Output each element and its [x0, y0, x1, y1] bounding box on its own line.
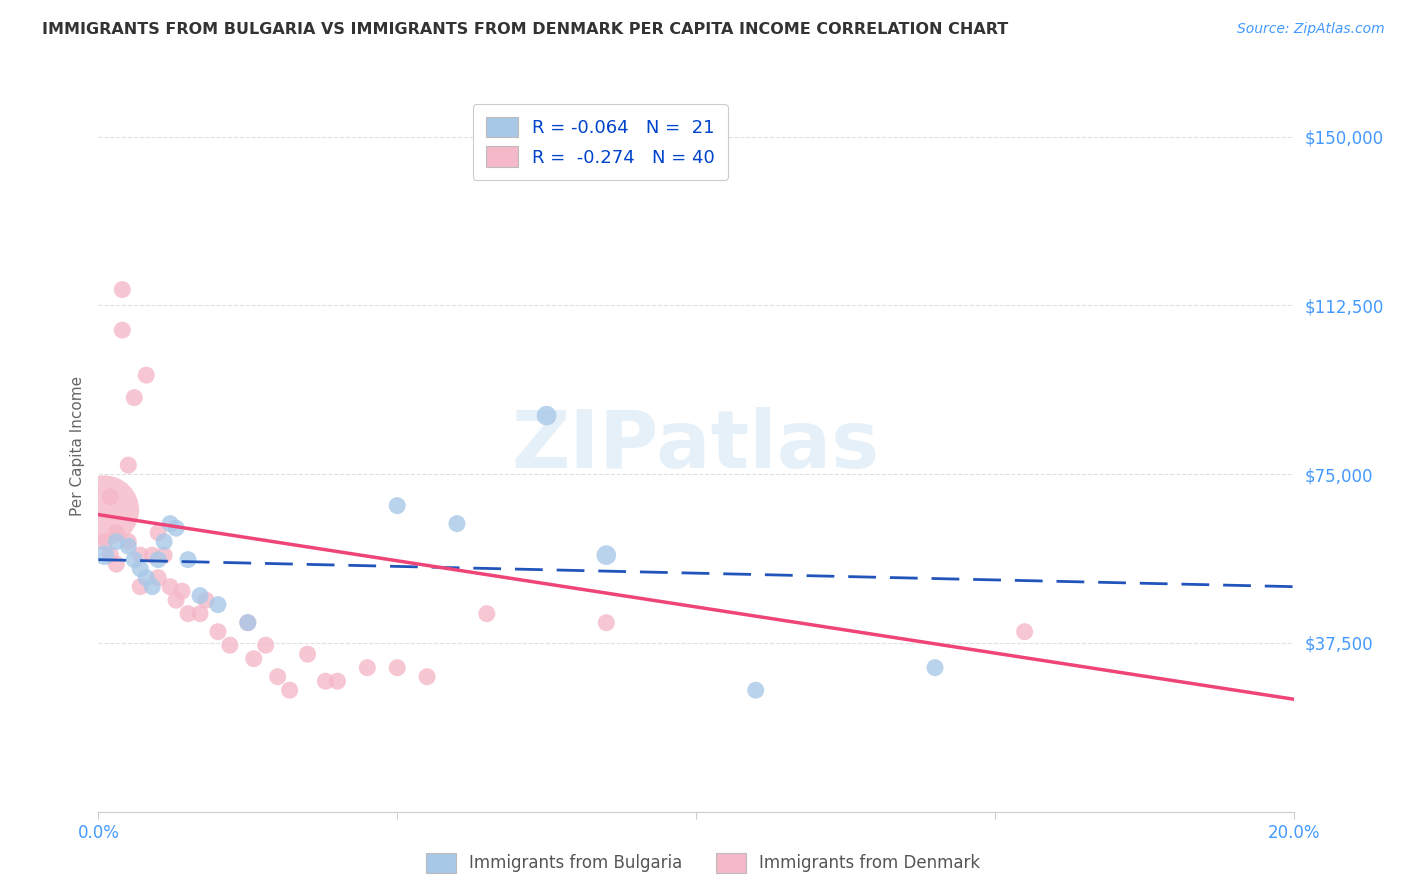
Point [924, 661, 946, 675]
Point [105, 534, 128, 549]
Point [297, 647, 319, 661]
Point [188, 607, 211, 621]
Point [141, 548, 163, 562]
Point [148, 571, 170, 585]
Point [93, 534, 115, 549]
Point [153, 548, 176, 562]
Point [135, 368, 157, 383]
Point [105, 525, 128, 540]
Text: Source: ZipAtlas.com: Source: ZipAtlas.com [1237, 22, 1385, 37]
Point [124, 552, 146, 566]
Point [236, 615, 259, 630]
Point [129, 580, 152, 594]
Point [207, 624, 229, 639]
Point [745, 683, 768, 698]
Point [98, 490, 122, 504]
Point [165, 521, 187, 535]
Point [267, 670, 290, 684]
Point [148, 552, 170, 566]
Point [159, 580, 181, 594]
Point [135, 571, 157, 585]
Point [1014, 624, 1036, 639]
Point [385, 499, 409, 513]
Legend: Immigrants from Bulgaria, Immigrants from Denmark: Immigrants from Bulgaria, Immigrants fro… [419, 847, 987, 880]
Point [111, 283, 134, 297]
Point [236, 615, 259, 630]
Point [98, 548, 122, 562]
Point [254, 638, 277, 652]
Point [356, 661, 378, 675]
Point [93, 548, 115, 562]
Point [148, 525, 170, 540]
Point [416, 670, 439, 684]
Point [188, 589, 211, 603]
Point [159, 516, 181, 531]
Point [129, 562, 152, 576]
Point [141, 580, 163, 594]
Point [326, 674, 349, 689]
Point [219, 638, 242, 652]
Legend: R = -0.064   N =  21, R =  -0.274   N = 40: R = -0.064 N = 21, R = -0.274 N = 40 [472, 104, 728, 180]
Y-axis label: Per Capita Income: Per Capita Income [69, 376, 84, 516]
Point [93, 503, 115, 517]
Point [153, 534, 176, 549]
Point [475, 607, 498, 621]
Point [124, 391, 146, 405]
Point [315, 674, 337, 689]
Point [117, 458, 139, 472]
Point [536, 409, 558, 423]
Point [129, 548, 152, 562]
Point [385, 661, 409, 675]
Point [117, 539, 139, 553]
Point [165, 593, 187, 607]
Text: ZIPatlas: ZIPatlas [512, 407, 880, 485]
Point [446, 516, 468, 531]
Point [195, 593, 218, 607]
Point [595, 615, 617, 630]
Point [278, 683, 301, 698]
Point [117, 534, 139, 549]
Point [177, 552, 200, 566]
Point [177, 607, 200, 621]
Point [595, 548, 617, 562]
Text: IMMIGRANTS FROM BULGARIA VS IMMIGRANTS FROM DENMARK PER CAPITA INCOME CORRELATIO: IMMIGRANTS FROM BULGARIA VS IMMIGRANTS F… [42, 22, 1008, 37]
Point [172, 584, 194, 599]
Point [243, 651, 266, 665]
Point [207, 598, 229, 612]
Point [111, 323, 134, 337]
Point [105, 557, 128, 571]
